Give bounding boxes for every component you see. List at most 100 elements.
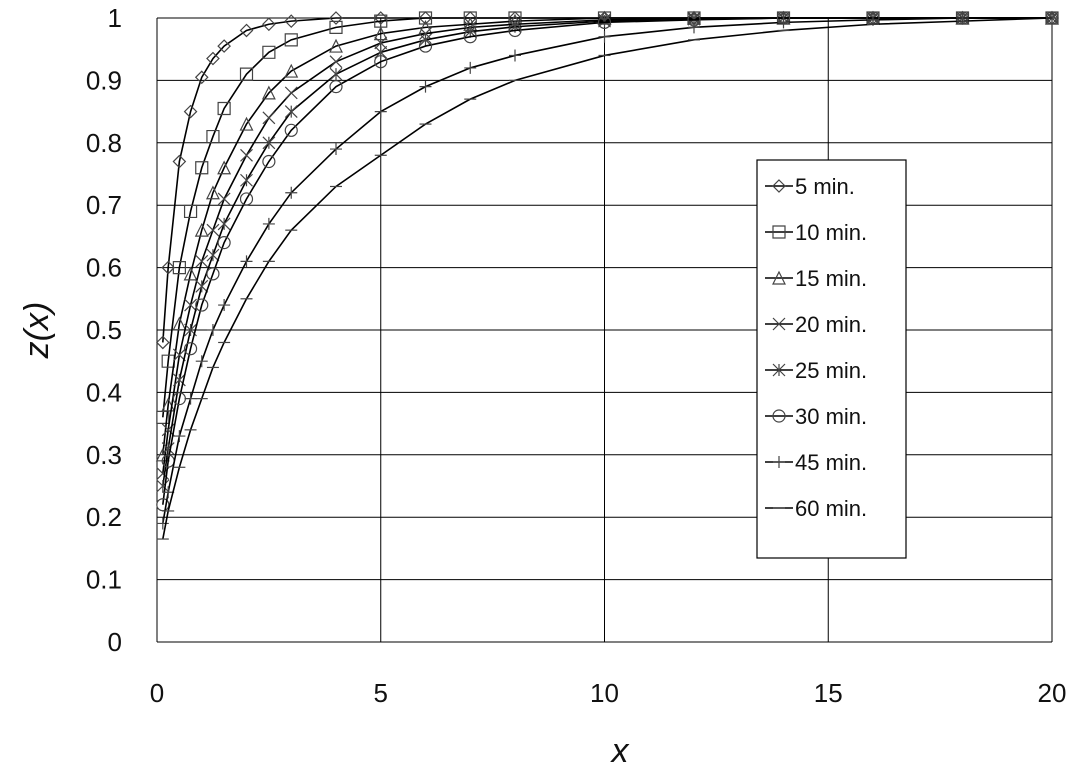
series-1 [155, 11, 1059, 350]
data-point-s7-16 [688, 21, 700, 34]
data-point-s5-4 [195, 279, 209, 293]
y-tick-label: 0.6 [86, 253, 122, 283]
data-point-s6-7 [239, 192, 254, 206]
data-point-s5-11 [374, 45, 388, 59]
x-tick-label: 20 [1038, 678, 1067, 708]
series-3 [155, 10, 1059, 462]
series-4 [156, 11, 1059, 480]
y-tick-label: 0.7 [86, 190, 122, 220]
series-line-6 [162, 17, 1052, 505]
data-point-s1-8 [262, 17, 276, 32]
x-axis-title: x [610, 732, 630, 770]
data-point-s5-10 [329, 67, 343, 81]
series-5 [156, 11, 1059, 493]
data-point-s1-9 [284, 14, 299, 28]
data-point-s6-15 [597, 15, 612, 29]
data-point-s7-9 [285, 186, 298, 199]
data-point-s1-5 [206, 51, 220, 66]
series-7 [156, 12, 1058, 530]
x-tick-label: 5 [374, 678, 388, 708]
data-point-s3-7 [239, 116, 254, 131]
data-point-s7-5 [206, 324, 219, 336]
x-tick-label: 0 [150, 678, 164, 708]
data-point-s6-12 [418, 39, 433, 53]
legend-item-6: 30 min. [765, 404, 867, 429]
data-point-s1-3 [183, 104, 198, 119]
legend-item-8: 60 min. [765, 496, 867, 521]
legend: 5 min. 10 min. 15 min. 20 min. 25 min. 30 min… [756, 159, 907, 559]
data-point-s5-0 [156, 479, 170, 493]
data-point-s2-6 [217, 101, 231, 116]
series-2 [156, 11, 1059, 424]
grid [156, 17, 1053, 643]
data-point-s4-11 [374, 36, 388, 50]
y-tick-label: 0.2 [86, 502, 122, 532]
data-point-s7-7 [240, 255, 253, 268]
legend-label: 10 min. [795, 220, 867, 245]
data-point-s1-10 [329, 11, 343, 25]
legend-label: 60 min. [795, 496, 867, 521]
data-point-s2-12 [418, 11, 433, 25]
data-point-s3-3 [183, 266, 198, 281]
series-line-7 [162, 17, 1052, 524]
legend-marker [772, 179, 786, 193]
data-point-s7-0 [156, 517, 169, 530]
legend-item-2: 10 min. [765, 220, 867, 245]
x-tick-label: 15 [814, 678, 843, 708]
data-point-s5-9 [284, 105, 298, 119]
data-point-s3-6 [217, 160, 232, 175]
legend-marker [772, 363, 786, 377]
data-point-s3-10 [329, 38, 343, 53]
data-point-s2-3 [183, 204, 198, 219]
y-tick-label: 0.5 [86, 315, 122, 345]
legend-label: 30 min. [795, 404, 867, 429]
data-point-s4-8 [262, 111, 276, 125]
x-axis-ticks: 0 5 10 15 20 [150, 678, 1067, 708]
legend-marker [773, 456, 785, 468]
data-point-s1-1 [161, 260, 176, 275]
data-point-s6-9 [284, 123, 298, 137]
legend-item-1: 5 min. [765, 174, 855, 199]
data-point-s4-10 [329, 55, 343, 69]
y-axis-ticks: 0 0.1 0.2 0.3 0.4 0.5 0.6 0.7 0.8 0.9 1 [86, 3, 122, 657]
y-tick-label: 0.8 [86, 128, 122, 158]
data-point-s3-4 [194, 222, 209, 237]
data-point-s3-11 [373, 26, 388, 41]
data-point-s3-2 [172, 316, 187, 331]
data-point-s5-5 [206, 248, 220, 262]
y-axis-title: z(x) [18, 302, 56, 360]
legend-label: 5 min. [795, 174, 855, 199]
data-point-s2-10 [329, 20, 343, 34]
data-point-s1-0 [155, 335, 170, 350]
legend-label: 25 min. [795, 358, 867, 383]
series-line-1 [162, 17, 1052, 343]
series-6 [156, 11, 1059, 512]
data-point-s1-7 [239, 23, 254, 38]
series-layer [155, 10, 1059, 540]
data-point-s6-8 [262, 154, 276, 169]
data-point-s4-4 [195, 254, 209, 268]
data-point-s4-12 [419, 27, 432, 41]
data-point-s5-7 [240, 173, 253, 187]
data-point-s7-17 [777, 16, 790, 29]
legend-marker [772, 270, 786, 285]
data-point-s7-12 [419, 80, 432, 93]
legend-marker [772, 225, 786, 239]
data-point-s7-2 [173, 430, 186, 443]
series-8 [156, 17, 1058, 540]
data-point-s7-10 [330, 143, 342, 156]
data-point-s7-11 [374, 105, 387, 118]
legend-marker [772, 409, 786, 423]
legend-item-5: 25 min. [765, 358, 867, 383]
data-point-s7-19 [956, 12, 969, 24]
data-point-s3-5 [205, 185, 220, 200]
data-point-s1-2 [172, 154, 187, 169]
data-point-s1-11 [373, 11, 388, 25]
data-point-s5-1 [161, 442, 175, 455]
data-point-s6-6 [217, 236, 231, 250]
data-point-s2-4 [195, 161, 209, 175]
series-line-8 [162, 17, 1053, 540]
legend-label: 20 min. [795, 312, 867, 337]
legend-item-7: 45 min. [765, 450, 867, 475]
